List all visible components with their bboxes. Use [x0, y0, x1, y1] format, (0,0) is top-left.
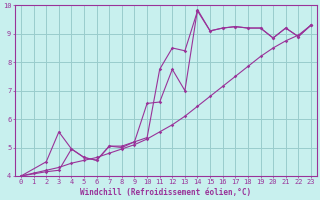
X-axis label: Windchill (Refroidissement éolien,°C): Windchill (Refroidissement éolien,°C)	[80, 188, 252, 197]
